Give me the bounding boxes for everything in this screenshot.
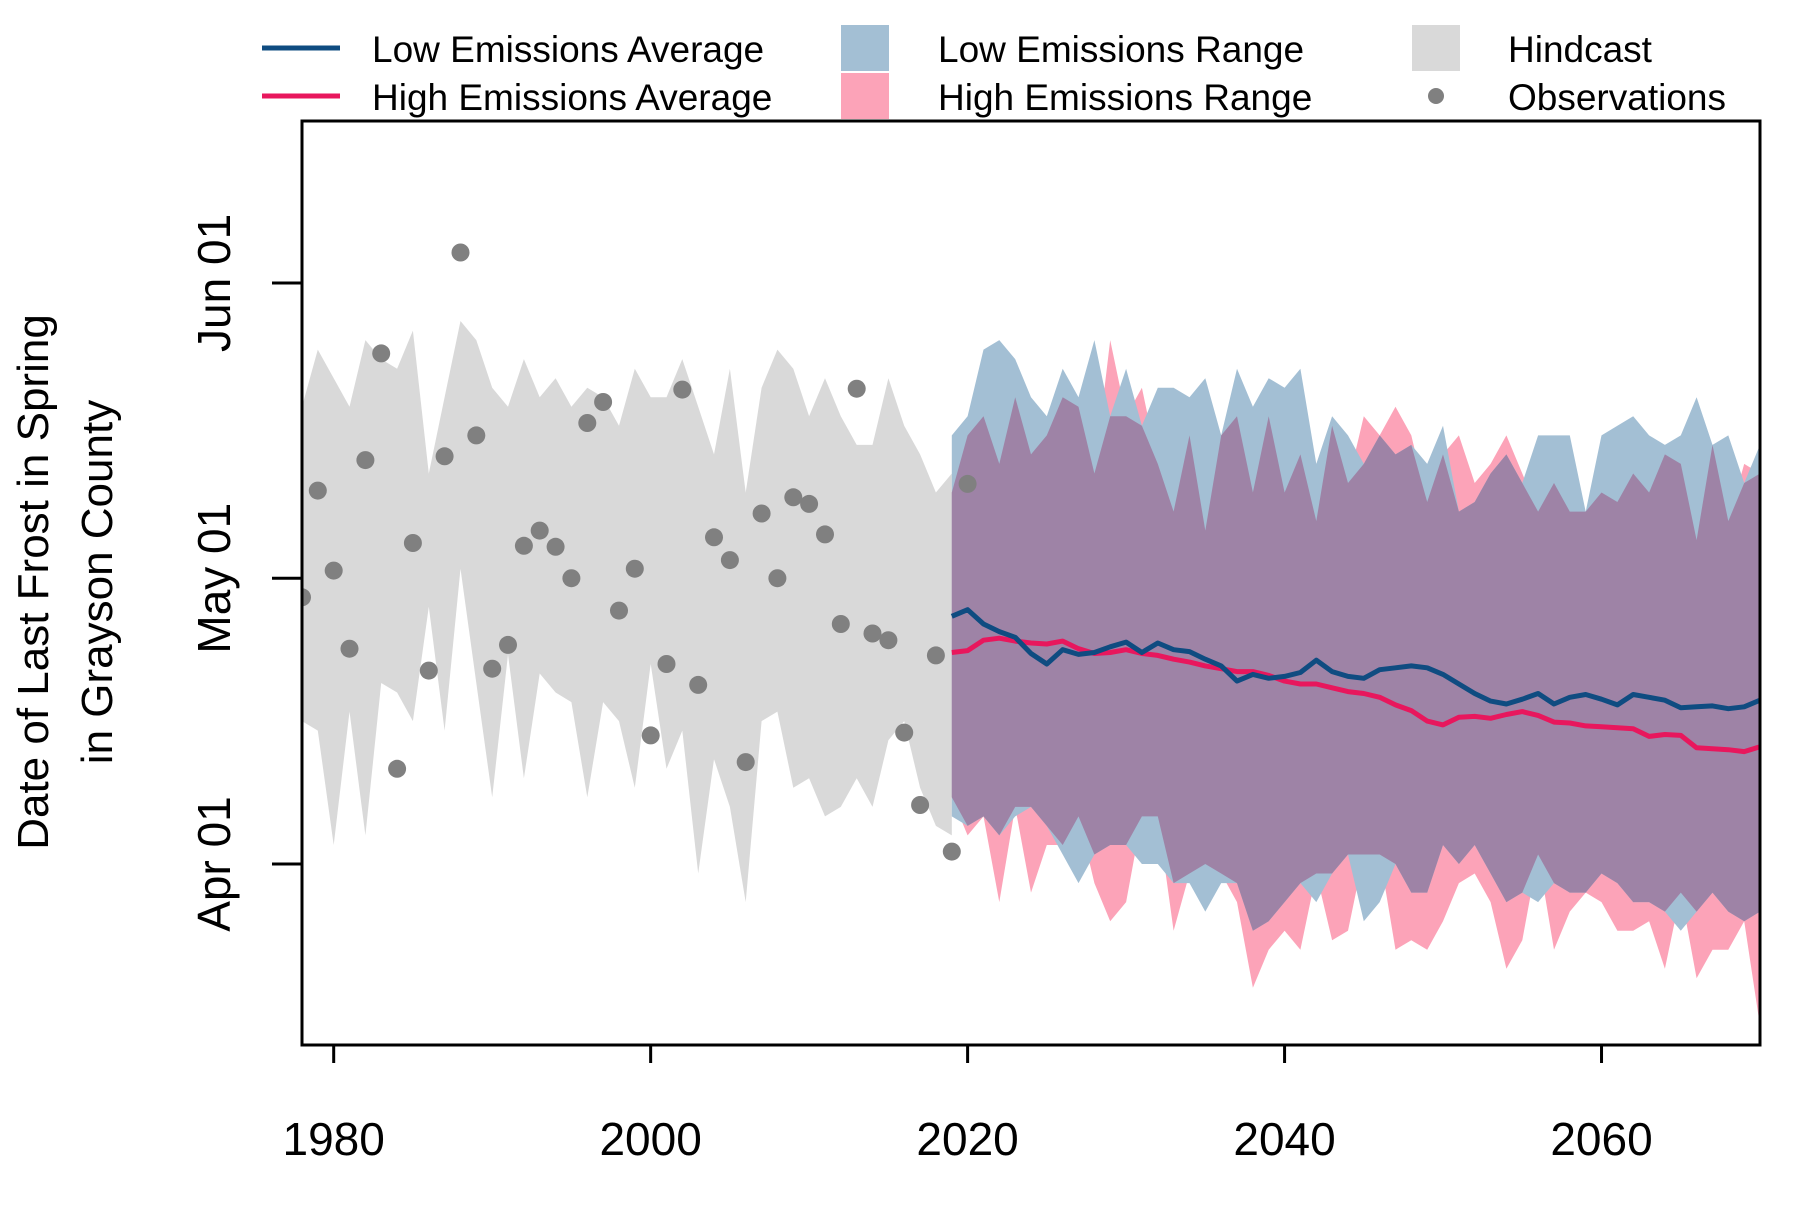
- observation-point: [302, 588, 311, 607]
- legend-swatch-low-range: [841, 25, 889, 71]
- y-axis-title-line-1: Date of Last Frost in Spring: [9, 314, 58, 850]
- observation-point: [594, 393, 613, 411]
- observation-point: [625, 559, 644, 578]
- observation-point: [784, 488, 803, 507]
- observation-point: [403, 534, 422, 552]
- legend-label-hindcast: Hindcast: [1508, 29, 1653, 70]
- legend-label-high-average: High Emissions Average: [372, 77, 772, 118]
- observation-point: [483, 659, 502, 678]
- observation-point: [831, 615, 850, 633]
- observation-point: [372, 344, 391, 363]
- observation-point: [419, 661, 438, 680]
- x-tick-label: 1980: [283, 1113, 385, 1165]
- observation-point: [942, 842, 961, 861]
- observation-point: [641, 726, 660, 745]
- observation-point: [324, 561, 343, 580]
- legend-label-low-average: Low Emissions Average: [372, 29, 764, 70]
- observation-point: [657, 655, 676, 673]
- y-axis-title-line-2: in Grayson County: [73, 400, 122, 764]
- observation-point: [514, 536, 533, 555]
- observation-point: [499, 635, 517, 654]
- observation-point: [546, 537, 565, 556]
- plot-frame: [300, 119, 1762, 1047]
- observation-point: [720, 551, 739, 570]
- observation-point: [562, 569, 581, 588]
- y-tick-label: May 01: [188, 503, 240, 654]
- legend-swatch-hindcast: [1412, 25, 1460, 71]
- observation-point: [435, 447, 454, 466]
- observation-point: [752, 504, 771, 523]
- legend-label-observations: Observations: [1508, 77, 1726, 118]
- observation-point: [451, 243, 470, 262]
- observation-point: [689, 675, 708, 694]
- observation-point: [467, 426, 486, 445]
- observation-point: [578, 414, 597, 432]
- legend-dot-observations: [1428, 88, 1444, 104]
- observation-point: [673, 380, 692, 399]
- x-tick-label: 2060: [1550, 1113, 1652, 1165]
- observation-point: [530, 521, 549, 540]
- observation-point: [340, 639, 359, 658]
- axes: 1980 2000 2020 2040 2060 Apr 01 May 01 Jun 01: [188, 214, 1653, 1165]
- low-emissions-average-line: [950, 607, 1760, 712]
- observation-point: [895, 723, 914, 742]
- observation-point: [911, 796, 930, 814]
- observation-point: [847, 379, 866, 398]
- observation-point: [768, 569, 787, 588]
- observation-point: [863, 624, 882, 643]
- x-tick-label: 2020: [916, 1113, 1018, 1165]
- observation-point: [356, 451, 375, 470]
- y-tick-label: Apr 01: [188, 796, 240, 932]
- range-overlap-band: [951, 397, 1760, 931]
- legend-swatch-high-range: [841, 73, 889, 119]
- observation-point: [388, 759, 407, 778]
- legend-label-high-range: High Emissions Range: [938, 77, 1312, 118]
- y-axis-title: Date of Last Frost in Spring in Grayson …: [9, 314, 122, 850]
- observation-point: [610, 601, 628, 620]
- x-tick-label: 2000: [599, 1113, 701, 1165]
- y-tick-label: Jun 01: [188, 214, 240, 352]
- plot-area: [302, 243, 1760, 1026]
- observation-point: [800, 494, 819, 513]
- observation-point: [958, 474, 977, 493]
- x-tick-label: 2040: [1233, 1113, 1335, 1165]
- observation-point: [926, 646, 945, 665]
- legend: Low Emissions Average High Emissions Ave…: [262, 25, 1726, 119]
- observation-point: [736, 753, 755, 772]
- observation-point: [816, 525, 834, 544]
- observation-point: [879, 631, 898, 650]
- observation-point: [705, 528, 723, 547]
- observation-point: [308, 481, 327, 500]
- legend-label-low-range: Low Emissions Range: [938, 29, 1304, 70]
